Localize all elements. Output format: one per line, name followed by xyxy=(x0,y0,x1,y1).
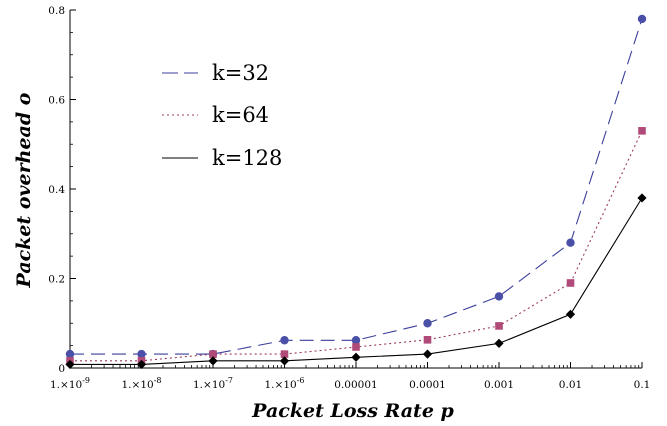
y-axis-ticks: 0 0.2 0.4 0.6 0.8 xyxy=(48,5,76,375)
data-point-1-2 xyxy=(209,350,217,358)
x-tick-label: 0.001 xyxy=(484,379,514,391)
data-point-2-8 xyxy=(637,193,647,203)
data-point-0-4 xyxy=(351,336,361,345)
y-tick-label: 0.6 xyxy=(48,95,65,107)
data-point-1-6 xyxy=(495,322,503,330)
x-tick-label: 0.0001 xyxy=(409,379,446,391)
legend-label-1: k=64 xyxy=(212,103,269,127)
y-axis-title: Packet overhead o xyxy=(13,92,35,288)
x-axis-title: Packet Loss Rate p xyxy=(251,400,454,422)
x-tick-label: 1.×10-9 xyxy=(50,376,90,391)
legend-label-2: k=128 xyxy=(212,146,282,170)
data-point-2-5 xyxy=(422,349,433,359)
data-point-0-1 xyxy=(137,349,146,359)
data-point-2-1 xyxy=(136,359,147,370)
data-point-1-8 xyxy=(638,127,646,135)
x-tick-label: 1.×10-7 xyxy=(193,376,233,391)
data-point-0-5 xyxy=(423,319,432,328)
x-tick-label: 1.×10-8 xyxy=(122,376,162,391)
data-point-2-7 xyxy=(565,309,576,319)
x-tick-label: 0.1 xyxy=(634,379,651,391)
y-tick-label: 0 xyxy=(58,363,65,375)
data-point-0-0 xyxy=(65,349,75,359)
data-point-0-8 xyxy=(637,14,647,24)
data-point-2-0 xyxy=(65,359,75,370)
x-tick-label: 0.00001 xyxy=(334,379,377,391)
series-lines xyxy=(70,18,643,365)
legend-label-0: k=32 xyxy=(212,61,269,85)
axes xyxy=(69,10,642,369)
data-point-2-2 xyxy=(208,356,218,366)
x-axis-ticks: 1.×10-9 1.×10-8 1.×10-7 1.×10-6 0.00001 0.000… xyxy=(50,362,650,391)
y-tick-label: 0.4 xyxy=(48,184,65,196)
data-point-1-3 xyxy=(280,350,289,358)
data-point-2-4 xyxy=(351,352,361,362)
data-point-1-4 xyxy=(352,343,360,351)
data-point-2-3 xyxy=(279,356,290,366)
legend: k=32 k=64 k=128 xyxy=(162,61,282,170)
y-tick-label: 0.8 xyxy=(48,5,65,17)
data-point-1-7 xyxy=(566,279,575,287)
data-point-2-6 xyxy=(494,338,504,348)
x-tick-label: 0.01 xyxy=(559,379,582,391)
data-point-1-5 xyxy=(423,336,432,344)
data-point-0-7 xyxy=(566,238,575,247)
data-point-0-3 xyxy=(280,336,289,345)
series-markers xyxy=(65,14,647,370)
data-point-0-6 xyxy=(494,292,504,301)
series-line-0 xyxy=(70,18,643,355)
x-tick-label: 1.×10-6 xyxy=(265,376,305,391)
y-tick-label: 0.2 xyxy=(48,274,65,286)
series-line-1 xyxy=(70,130,643,362)
